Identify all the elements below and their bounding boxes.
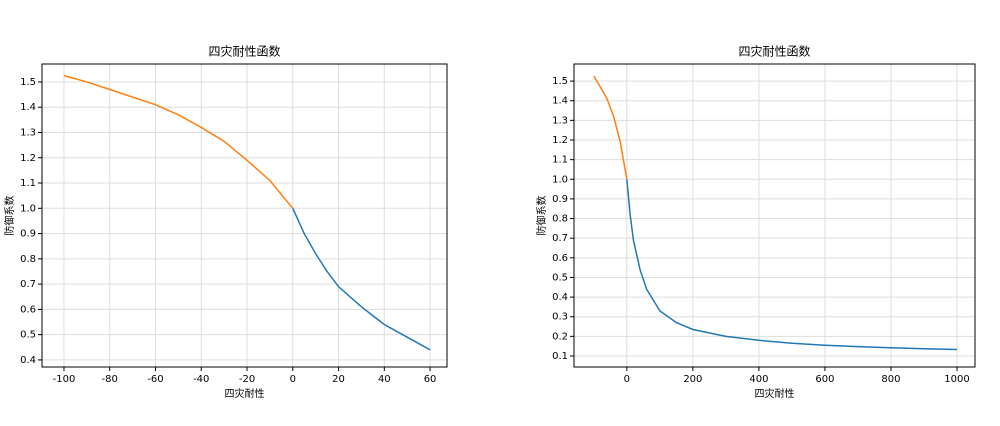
y-tick-label: 0.1 <box>552 351 568 362</box>
y-tick-label: 1.2 <box>20 153 36 164</box>
y-tick-label: 1.3 <box>552 115 568 126</box>
y-tick-label: 0.3 <box>552 312 568 323</box>
chart-title: 四灾耐性函数 <box>208 44 280 59</box>
x-tick-label: 20 <box>332 374 345 385</box>
x-axis-label: 四灾耐性 <box>755 387 795 400</box>
line-series <box>626 179 958 351</box>
y-tick-label: 1.1 <box>552 155 568 166</box>
x-tick-label: -40 <box>193 374 209 385</box>
y-tick-label: 0.9 <box>552 194 568 205</box>
x-tick-label: 40 <box>378 374 391 385</box>
y-tick-label: 0.7 <box>552 233 568 244</box>
x-tick-label: -100 <box>53 374 76 385</box>
plot-frame <box>41 63 448 368</box>
y-tick-label: 1.2 <box>552 135 568 146</box>
y-axis-label: 防御系数 <box>3 196 16 236</box>
y-tick-label: 0.6 <box>552 253 568 264</box>
x-tick-label: 200 <box>683 374 702 385</box>
y-tick-label: 0.5 <box>20 330 36 341</box>
y-tick-label: 1.1 <box>20 178 36 189</box>
line-series <box>63 74 294 209</box>
y-tick-label: 1.0 <box>20 203 36 214</box>
x-tick-label: -20 <box>239 374 255 385</box>
y-tick-label: 0.7 <box>20 279 36 290</box>
chart-title: 四灾耐性函数 <box>738 44 810 59</box>
x-tick-label: -80 <box>102 374 118 385</box>
y-tick-label: 1.4 <box>552 96 568 107</box>
y-tick-label: 1.5 <box>552 76 568 87</box>
y-tick-label: 0.4 <box>20 355 36 366</box>
x-tick-label: 1000 <box>944 374 969 385</box>
plot-frame <box>573 63 976 368</box>
line-series <box>292 207 431 351</box>
x-tick-label: 0 <box>290 374 296 385</box>
y-tick-label: 1.4 <box>20 102 36 113</box>
x-tick-label: -60 <box>147 374 163 385</box>
y-tick-label: 1.3 <box>20 127 36 138</box>
x-tick-label: 800 <box>881 374 900 385</box>
x-axis-label: 四灾耐性 <box>225 387 265 400</box>
y-tick-label: 1.0 <box>552 174 568 185</box>
y-tick-label: 1.5 <box>20 77 36 88</box>
y-tick-label: 0.8 <box>552 214 568 225</box>
x-tick-label: 400 <box>749 374 768 385</box>
y-tick-label: 0.9 <box>20 229 36 240</box>
y-tick-label: 0.5 <box>552 272 568 283</box>
y-tick-label: 0.2 <box>552 331 568 342</box>
y-tick-label: 0.4 <box>552 292 568 303</box>
y-axis-label: 防御系数 <box>535 196 548 236</box>
x-tick-label: 600 <box>815 374 834 385</box>
y-tick-label: 0.8 <box>20 254 36 265</box>
x-tick-label: 0 <box>624 374 630 385</box>
y-tick-label: 0.6 <box>20 304 36 315</box>
x-tick-label: 60 <box>424 374 437 385</box>
line-series <box>593 75 628 180</box>
